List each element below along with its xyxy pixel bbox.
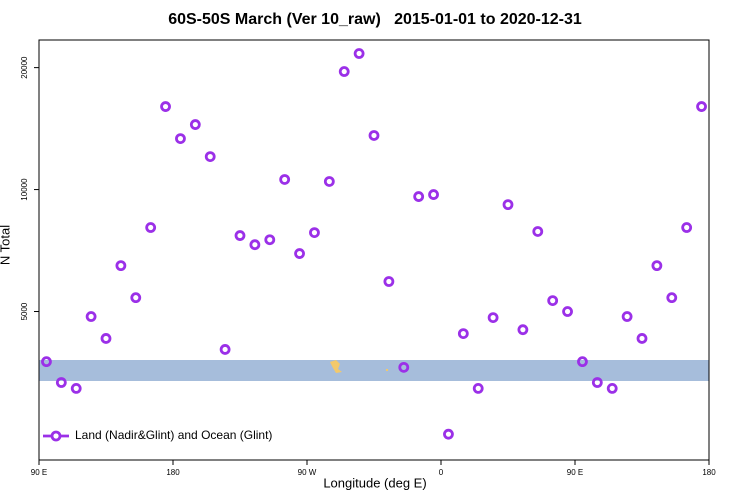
plot-frame	[38, 39, 710, 461]
data-point	[472, 382, 484, 394]
data-point	[621, 311, 633, 322]
y-tick-label: 10000	[20, 178, 29, 201]
data-point	[204, 151, 216, 163]
data-point	[666, 292, 678, 304]
chart-title: 60S-50S March (Ver 10_raw) 2015-01-01 to…	[168, 11, 582, 28]
data-point	[234, 230, 246, 241]
y-axis-label: N Total	[0, 225, 12, 265]
data-point	[502, 199, 514, 211]
data-point	[279, 174, 291, 185]
data-point	[160, 101, 171, 112]
data-point	[100, 333, 112, 344]
data-point	[413, 191, 425, 202]
data-point	[457, 328, 469, 340]
y-tick-label: 5000	[20, 302, 29, 320]
x-tick-label: 180	[702, 468, 716, 477]
map-strip	[39, 360, 709, 381]
x-tick-label: 180	[166, 468, 180, 477]
data-point	[264, 234, 276, 246]
data-point	[606, 382, 618, 394]
data-point	[130, 292, 142, 304]
data-point	[189, 119, 201, 130]
data-point	[368, 130, 380, 141]
land-patch	[386, 369, 388, 371]
data-point	[55, 377, 67, 388]
x-axis-label: Longitude (deg E)	[323, 475, 426, 490]
data-point	[383, 276, 395, 287]
data-point	[175, 133, 186, 145]
x-tick-label: 90 E	[31, 468, 47, 477]
data-point	[85, 311, 97, 322]
data-point	[353, 48, 365, 59]
data-point	[323, 176, 335, 187]
data-point	[591, 377, 603, 388]
x-tick-label: 90 W	[298, 468, 317, 477]
x-tick-label: 90 E	[567, 468, 583, 477]
data-point	[651, 260, 663, 272]
data-point	[145, 222, 157, 233]
data-point	[309, 227, 320, 239]
data-point	[517, 324, 529, 336]
data-point	[443, 428, 454, 440]
data-point	[219, 344, 231, 355]
legend-label: Land (Nadir&Glint) and Ocean (Glint)	[75, 428, 272, 442]
data-point	[294, 248, 305, 259]
x-tick-label: 0	[439, 468, 444, 477]
data-point	[562, 306, 573, 317]
data-point	[532, 226, 544, 237]
data-point	[115, 260, 127, 272]
y-tick-label: 20000	[20, 56, 29, 79]
land-patch	[330, 360, 342, 373]
data-point	[338, 66, 350, 77]
data-point	[398, 361, 410, 373]
data-point	[249, 239, 261, 251]
data-point	[41, 356, 52, 368]
data-point	[547, 295, 559, 307]
data-point	[577, 356, 588, 368]
data-point	[428, 189, 439, 200]
legend-marker	[50, 430, 62, 442]
data-point	[636, 333, 648, 344]
data-point	[70, 382, 82, 394]
data-point	[696, 101, 707, 112]
data-point	[487, 312, 499, 324]
data-point	[681, 222, 693, 233]
